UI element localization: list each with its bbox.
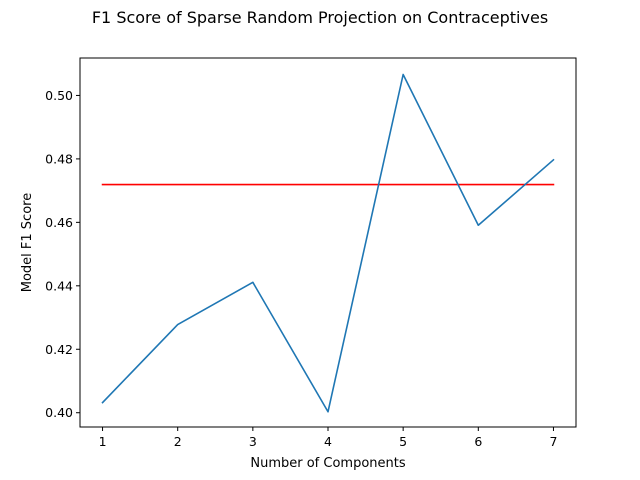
x-tick-label: 4 bbox=[324, 434, 332, 449]
x-axis-label: Number of Components bbox=[250, 456, 405, 471]
chart-title: F1 Score of Sparse Random Projection on … bbox=[92, 8, 548, 27]
x-tick-label: 1 bbox=[99, 434, 107, 449]
x-axis: 1 2 3 4 5 6 7 bbox=[99, 427, 557, 449]
y-tick-label: 0.46 bbox=[45, 215, 73, 230]
x-tick-label: 6 bbox=[474, 434, 482, 449]
series-line-0 bbox=[101, 73, 555, 413]
y-tick-label: 0.40 bbox=[45, 405, 73, 420]
series-layer bbox=[101, 73, 555, 413]
y-tick-label: 0.50 bbox=[45, 88, 73, 103]
y-axis: 0.40 0.42 0.44 0.46 0.48 0.50 bbox=[45, 88, 80, 420]
x-tick-label: 2 bbox=[174, 434, 182, 449]
y-tick-label: 0.48 bbox=[45, 151, 73, 166]
x-tick-label: 3 bbox=[249, 434, 257, 449]
x-tick-label: 5 bbox=[399, 434, 407, 449]
y-tick-label: 0.42 bbox=[45, 342, 73, 357]
x-tick-label: 7 bbox=[549, 434, 557, 449]
y-axis-label: Model F1 Score bbox=[20, 193, 35, 292]
y-tick-label: 0.44 bbox=[45, 278, 73, 293]
